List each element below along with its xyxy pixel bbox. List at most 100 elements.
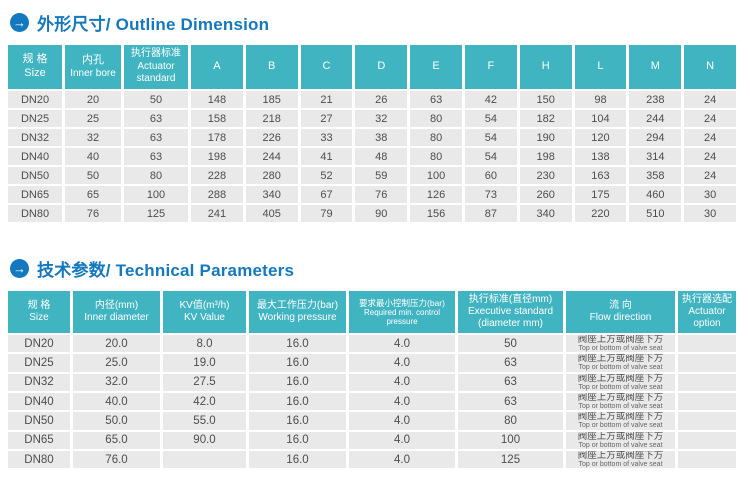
cell-flow-direction: 阀座上方或阀座下方 Top or bottom of valve seat [566,412,675,430]
col-header-d: D [355,45,408,89]
flow-direction-zh: 阀座上方或阀座下方 [577,392,664,403]
cell-size: DN25 [8,110,62,127]
col-header-en: KV Value [184,312,225,323]
cell-kv-value: 19.0 [163,354,246,372]
cell-kv-value: 27.5 [163,373,246,391]
outline-table-row: DN25 25 63 158 218 27 32 80 54 182 104 244 24 [8,110,736,127]
cell-size: DN20 [8,91,62,108]
cell-inner-diameter: 25.0 [73,354,160,372]
cell-value: 54 [464,148,517,165]
flow-direction-zh: 阀座上方或阀座下方 [577,373,664,384]
cell-value: 358 [629,167,682,184]
cell-value: 54 [464,110,517,127]
col-header: 执行标准(直径mm) Executive standard (diameter m… [458,291,563,333]
col-header: 规 格 Size [8,291,70,333]
cell-required-min-control-pressure: 4.0 [349,354,455,372]
outline-table-body: DN20 20 50 148 185 21 26 63 42 150 98 238 24 DN25 25 63… [8,91,736,222]
cell-value: 32 [65,129,121,146]
cell-actuator-option [678,373,736,391]
cell-required-min-control-pressure: 4.0 [349,412,455,430]
cell-value: 288 [191,186,243,203]
cell-flow-direction: 阀座上方或阀座下方 Top or bottom of valve seat [566,335,675,353]
cell-actuator-option [678,412,736,430]
col-header-b: B [245,45,298,89]
col-header-en: Actuator option [688,306,726,329]
cell-value: 21 [300,91,353,108]
cell-value: 150 [519,91,572,108]
cell-kv-value: 90.0 [163,431,246,449]
cell-value: 220 [574,205,627,222]
cell-size: DN20 [8,335,70,353]
cell-executive-standard: 80 [458,412,563,430]
col-header-actuator-standard-zh: 执行器标准 [131,48,181,60]
col-header-l: L [574,45,627,89]
tech-table-body: DN20 20.0 8.0 16.0 4.0 50 阀座上方或阀座下方 Top or bott… [8,335,736,469]
cell-actuator-option [678,354,736,372]
cell-inner-diameter: 65.0 [73,431,160,449]
cell-working-pressure: 16.0 [249,373,346,391]
cell-value: 80 [410,148,462,165]
col-header: KV值(m³/h) KV Value [163,291,246,333]
cell-value: 50 [65,167,121,184]
arrow-right-icon: → [10,13,29,32]
technical-parameters-table: 规 格 Size 内径(mm) Inner diameter KV值(m³/h) KV V… [5,289,739,470]
tech-table-row: DN80 76.0 16.0 4.0 125 阀座上方或阀座下方 Top or bottom… [8,450,736,469]
cell-value: 67 [300,186,353,203]
flow-direction-zh: 阀座上方或阀座下方 [577,431,664,442]
cell-value: 24 [684,91,736,108]
col-header: 流 向 Flow direction [566,291,675,333]
col-header-zh: 执行器选配 [682,294,732,305]
col-header: 执行器选配 Actuator option [678,291,736,333]
cell-value: 54 [464,129,517,146]
outline-header-row: 规 格 Size 内孔 Inner bore 执行器标准 Actuator st… [8,45,736,89]
cell-value: 50 [124,91,188,108]
technical-parameters-title: 技术参数/ Technical Parameters [37,261,295,280]
cell-value: 32 [355,110,408,127]
cell-value: 40 [65,148,121,165]
cell-value: 63 [410,91,462,108]
col-header-size: 规 格 Size [8,45,62,89]
cell-value: 175 [574,186,627,203]
cell-kv-value [163,450,246,469]
cell-value: 52 [300,167,353,184]
cell-value: 76 [65,205,121,222]
col-header-m: M [629,45,682,89]
cell-value: 79 [300,205,353,222]
cell-inner-diameter: 20.0 [73,335,160,353]
cell-actuator-option [678,450,736,469]
cell-size: DN80 [8,450,70,469]
col-header-c: C [300,45,353,89]
cell-flow-direction: 阀座上方或阀座下方 Top or bottom of valve seat [566,392,675,411]
cell-value: 158 [191,110,243,127]
col-header-zh: 最大工作压力(bar) [256,300,339,311]
cell-value: 25 [65,110,121,127]
cell-value: 80 [410,129,462,146]
cell-value: 59 [355,167,408,184]
cell-flow-direction: 阀座上方或阀座下方 Top or bottom of valve seat [566,450,675,469]
col-header-en: Required min. control pressure [363,307,441,327]
col-header-zh: KV值(m³/h) [179,300,230,311]
cell-size: DN50 [8,412,70,430]
cell-size: DN25 [8,354,70,372]
outline-dimension-table: 规 格 Size 内孔 Inner bore 执行器标准 Actuator st… [5,43,739,224]
cell-value: 30 [684,205,736,222]
outline-table-row: DN65 65 100 288 340 67 76 126 73 260 175 460 30 [8,186,736,203]
cell-flow-direction: 阀座上方或阀座下方 Top or bottom of valve seat [566,431,675,449]
tech-table-row: DN32 32.0 27.5 16.0 4.0 63 阀座上方或阀座下方 Top or bot… [8,373,736,391]
cell-value: 24 [684,110,736,127]
cell-value: 314 [629,148,682,165]
cell-executive-standard: 125 [458,450,563,469]
tech-table-row: DN65 65.0 90.0 16.0 4.0 100 阀座上方或阀座下方 Top or bo… [8,431,736,449]
cell-value: 405 [245,205,298,222]
cell-value: 244 [629,110,682,127]
col-header-en: Size [29,312,49,323]
cell-value: 27 [300,110,353,127]
cell-value: 41 [300,148,353,165]
outline-dimension-section-header: → 外形尺寸/ Outline Dimension [10,10,742,35]
col-header-e: E [410,45,462,89]
cell-value: 238 [629,91,682,108]
cell-value: 244 [245,148,298,165]
cell-value: 185 [245,91,298,108]
cell-size: DN65 [8,431,70,449]
